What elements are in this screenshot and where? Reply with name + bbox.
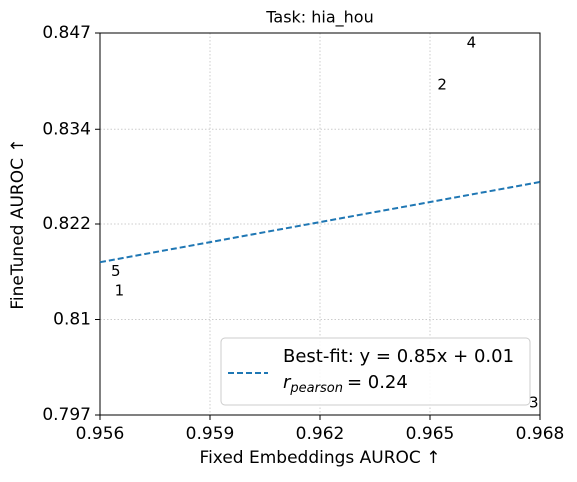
point-label: 1 <box>115 282 125 300</box>
x-tick-label: 0.968 <box>516 424 565 444</box>
y-tick-label: 0.81 <box>53 310 91 330</box>
point-label: 5 <box>111 262 121 280</box>
note-text: = 0.24 <box>347 372 408 393</box>
y-tick-label: 0.847 <box>42 23 91 43</box>
note-subscript: pearson <box>289 381 343 396</box>
y-tick-label: 0.834 <box>42 119 91 139</box>
point-label: 2 <box>437 75 447 93</box>
legend-box <box>220 337 531 406</box>
chart-title: Task: hia_hou <box>265 8 373 28</box>
y-axis-label: FineTuned AUROC ↑ <box>8 138 28 309</box>
x-tick-label: 0.956 <box>76 424 125 444</box>
x-tick-label: 0.965 <box>406 424 455 444</box>
x-tick-label: 0.959 <box>186 424 235 444</box>
y-tick-label: 0.822 <box>42 214 91 234</box>
legend-note: rpearson = 0.24 <box>283 372 408 396</box>
legend-label: Best-fit: y = 0.85x + 0.01 <box>283 346 514 367</box>
x-axis-label: Fixed Embeddings AUROC ↑ <box>200 448 441 468</box>
plot-frame <box>99 32 541 416</box>
point-label: 3 <box>529 393 539 411</box>
y-tick-label: 0.797 <box>42 405 91 425</box>
note-symbol: r <box>283 372 292 393</box>
x-tick-label: 0.962 <box>296 424 345 444</box>
fit-line <box>99 180 541 264</box>
point-label: 4 <box>467 33 477 51</box>
